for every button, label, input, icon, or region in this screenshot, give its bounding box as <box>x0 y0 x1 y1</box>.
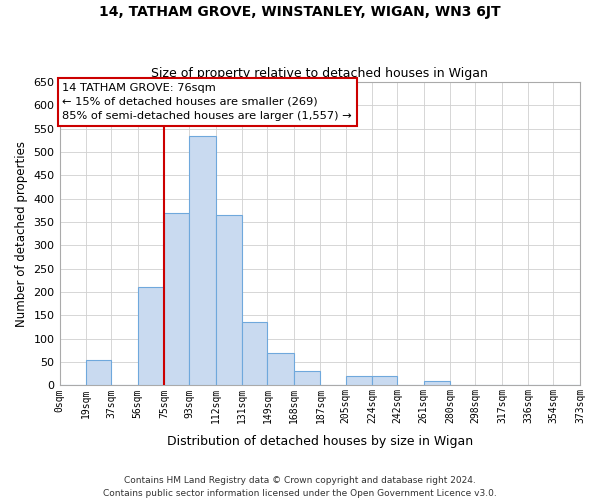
Bar <box>86 360 111 386</box>
Bar <box>346 376 372 386</box>
Bar <box>216 215 242 386</box>
Text: 14, TATHAM GROVE, WINSTANLEY, WIGAN, WN3 6JT: 14, TATHAM GROVE, WINSTANLEY, WIGAN, WN3… <box>99 5 501 19</box>
Bar <box>190 136 216 386</box>
X-axis label: Distribution of detached houses by size in Wigan: Distribution of detached houses by size … <box>167 434 473 448</box>
Text: Contains HM Land Registry data © Crown copyright and database right 2024.
Contai: Contains HM Land Registry data © Crown c… <box>103 476 497 498</box>
Bar <box>242 322 268 386</box>
Text: 14 TATHAM GROVE: 76sqm
← 15% of detached houses are smaller (269)
85% of semi-de: 14 TATHAM GROVE: 76sqm ← 15% of detached… <box>62 83 352 121</box>
Title: Size of property relative to detached houses in Wigan: Size of property relative to detached ho… <box>151 66 488 80</box>
Y-axis label: Number of detached properties: Number of detached properties <box>15 140 28 326</box>
Bar <box>268 352 294 386</box>
Bar <box>164 212 190 386</box>
Bar <box>372 376 397 386</box>
Bar <box>424 380 450 386</box>
Bar <box>137 288 164 386</box>
Bar <box>294 372 320 386</box>
